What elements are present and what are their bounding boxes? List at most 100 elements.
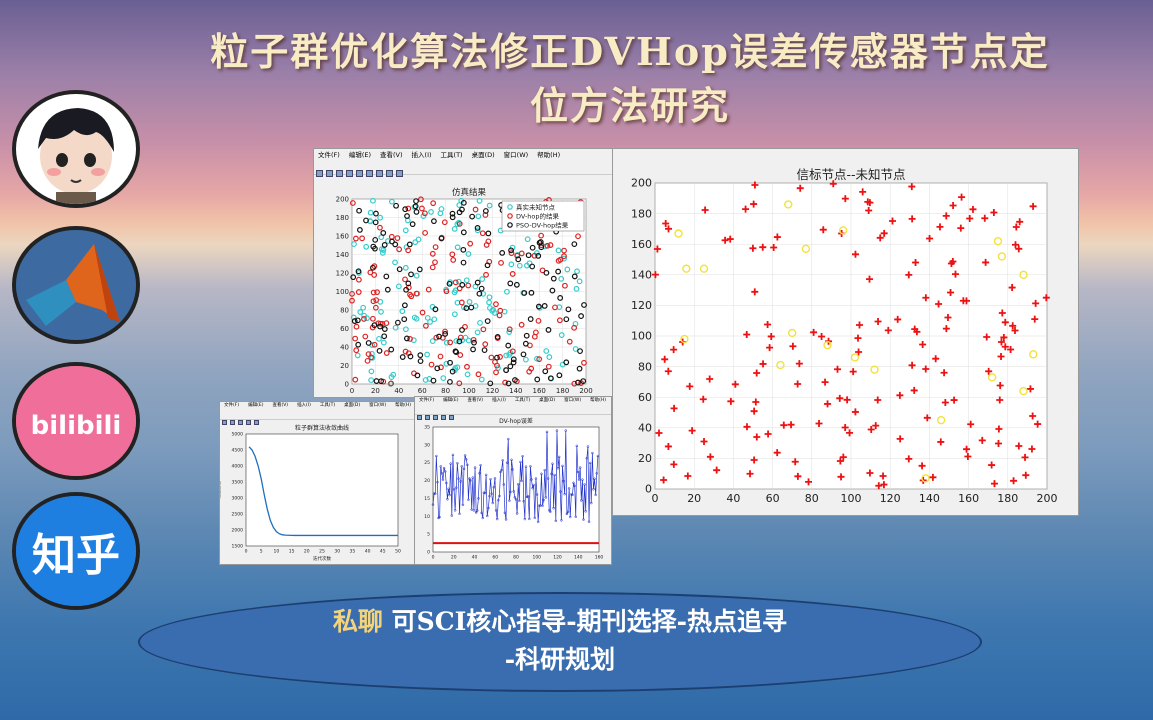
menu-item[interactable]: 文件(F) bbox=[224, 403, 240, 408]
sim-point-2 bbox=[363, 217, 369, 224]
unknown-node bbox=[753, 433, 761, 441]
dvhop-window-menubar[interactable]: 文件(F) 编辑(E) 查看(V) 插入(I) 工具(T) 桌面(D) 窗口(W) 帮助(H) bbox=[415, 397, 611, 405]
menu-item[interactable]: 查看(V) bbox=[272, 403, 289, 408]
sim-point-2 bbox=[406, 241, 413, 248]
zhihu-icon[interactable]: 知乎 bbox=[12, 492, 140, 610]
matlab-icon[interactable] bbox=[12, 226, 140, 344]
beacon-node bbox=[801, 244, 811, 253]
dvhop-point bbox=[552, 506, 555, 510]
y-tick-label: 80 bbox=[340, 306, 349, 314]
dvhop-point bbox=[513, 496, 517, 499]
unknown-node bbox=[651, 271, 659, 279]
dvhop-window-toolbar[interactable] bbox=[415, 405, 611, 420]
sim-point-2 bbox=[528, 289, 535, 296]
sim-point-2 bbox=[355, 268, 362, 275]
menu-item[interactable]: 窗口(W) bbox=[564, 398, 582, 403]
unknown-node bbox=[759, 360, 767, 368]
menu-item[interactable]: 插入(I) bbox=[492, 398, 506, 403]
sim-window[interactable]: 文件(F) 编辑(E) 查看(V) 插入(I) 工具(T) 桌面(D) 窗口(W) 帮助(H)… bbox=[313, 148, 615, 398]
menu-item[interactable]: 帮助(H) bbox=[395, 403, 412, 408]
sim-point-2 bbox=[417, 358, 424, 365]
menu-item[interactable]: 查看(V) bbox=[467, 398, 484, 403]
bilibili-icon[interactable]: bilibili bbox=[12, 362, 140, 480]
menu-item[interactable]: 编辑(E) bbox=[348, 151, 371, 159]
sim-point-1 bbox=[394, 235, 401, 241]
unknown-node bbox=[841, 195, 849, 203]
menu-item[interactable]: 编辑(E) bbox=[443, 398, 459, 403]
sim-point-2 bbox=[447, 378, 453, 385]
dvhop-point bbox=[543, 468, 547, 472]
x-tick-label: 100 bbox=[462, 387, 475, 395]
sim-point-0 bbox=[543, 348, 550, 354]
sim-point-0 bbox=[443, 360, 450, 367]
menu-item[interactable]: 桌面(D) bbox=[539, 398, 556, 403]
menu-item[interactable]: 文件(F) bbox=[318, 151, 340, 159]
sim-point-2 bbox=[576, 365, 583, 372]
menu-item[interactable]: 文件(F) bbox=[419, 398, 435, 403]
sim-point-0 bbox=[380, 247, 387, 253]
ad-banner[interactable] bbox=[138, 592, 982, 692]
dvhop-point bbox=[509, 490, 512, 494]
menu-item[interactable]: 窗口(W) bbox=[503, 151, 529, 159]
menu-item[interactable]: 桌面(D) bbox=[471, 151, 495, 159]
menu-item[interactable]: 工具(T) bbox=[514, 398, 531, 403]
ad-line-2: -科研规划 bbox=[504, 645, 616, 674]
y-axis-label: 适应度值 bbox=[220, 481, 222, 499]
sim-point-1 bbox=[509, 348, 516, 355]
dvhop-point bbox=[554, 519, 558, 523]
sim-point-1 bbox=[352, 335, 359, 342]
dvhop-point bbox=[529, 465, 532, 468]
menu-item[interactable]: 插入(I) bbox=[297, 403, 311, 408]
menu-item[interactable]: 桌面(D) bbox=[344, 403, 361, 408]
menu-item[interactable]: 帮助(H) bbox=[537, 151, 561, 159]
sim-point-0 bbox=[377, 214, 384, 221]
menu-item[interactable]: 编辑(E) bbox=[248, 403, 264, 408]
sim-point-0 bbox=[379, 249, 386, 256]
page-title: 粒子群优化算法修正DVHop误差传感器节点定 位方法研究 bbox=[150, 25, 1110, 133]
plot-area bbox=[432, 426, 600, 553]
sim-point-2 bbox=[438, 235, 445, 242]
unknown-node bbox=[795, 360, 803, 368]
sim-point-2 bbox=[393, 202, 399, 209]
unknown-node bbox=[829, 180, 837, 188]
pso-window[interactable]: 文件(F) 编辑(E) 查看(V) 插入(I) 工具(T) 桌面(D) 窗口(W) 帮助(H)… bbox=[215, 401, 415, 565]
menu-item[interactable]: 查看(V) bbox=[380, 151, 403, 159]
menu-item[interactable]: 工具(T) bbox=[440, 151, 463, 159]
unknown-node bbox=[967, 420, 975, 428]
beacon-window[interactable]: 0 20 40 60 80 100 120 140 160 180 200 0 20 40 60 80 100 1… bbox=[612, 148, 1079, 516]
sim-point-0 bbox=[395, 283, 402, 290]
menu-item[interactable]: 帮助(H) bbox=[590, 398, 607, 403]
sim-point-0 bbox=[453, 338, 460, 344]
sim-point-2 bbox=[381, 242, 388, 248]
unknown-node bbox=[1000, 333, 1008, 341]
dvhop-point bbox=[463, 454, 467, 457]
x-tick-label: 160 bbox=[533, 387, 546, 395]
y-tick-label: 80 bbox=[638, 360, 652, 373]
unknown-node bbox=[1010, 477, 1018, 485]
sim-point-2 bbox=[543, 269, 550, 276]
sim-point-2 bbox=[404, 213, 410, 219]
sim-point-1 bbox=[493, 369, 499, 376]
pso-window-menubar[interactable]: 文件(F) 编辑(E) 查看(V) 插入(I) 工具(T) 桌面(D) 窗口(W) 帮助(H) bbox=[220, 402, 414, 410]
dvhop-point bbox=[466, 463, 469, 467]
sim-point-0 bbox=[479, 276, 486, 282]
sim-point-0 bbox=[402, 264, 409, 271]
dvhop-window[interactable]: 文件(F) 编辑(E) 查看(V) 插入(I) 工具(T) 桌面(D) 窗口(W) 帮助(H)… bbox=[414, 396, 612, 565]
y-tick-label: 2500 bbox=[232, 512, 244, 518]
unknown-node bbox=[864, 198, 872, 206]
menu-item[interactable]: 工具(T) bbox=[319, 403, 336, 408]
unknown-node bbox=[664, 367, 672, 375]
unknown-node bbox=[905, 271, 913, 279]
sim-window-menubar[interactable]: 文件(F) 编辑(E) 查看(V) 插入(I) 工具(T) 桌面(D) 窗口(W) 帮助(H) bbox=[314, 149, 614, 162]
dvhop-point bbox=[515, 512, 519, 515]
menu-item[interactable]: 插入(I) bbox=[411, 151, 432, 159]
sim-point-0 bbox=[378, 308, 384, 315]
sim-window-toolbar[interactable] bbox=[314, 162, 614, 177]
sim-point-0 bbox=[422, 377, 429, 383]
dvhop-point bbox=[568, 515, 572, 519]
menu-item[interactable]: 窗口(W) bbox=[369, 403, 387, 408]
sim-point-2 bbox=[550, 275, 557, 282]
pso-window-toolbar[interactable] bbox=[220, 410, 414, 425]
avatar-icon[interactable] bbox=[12, 90, 140, 208]
x-tick-label: 160 bbox=[595, 555, 604, 561]
